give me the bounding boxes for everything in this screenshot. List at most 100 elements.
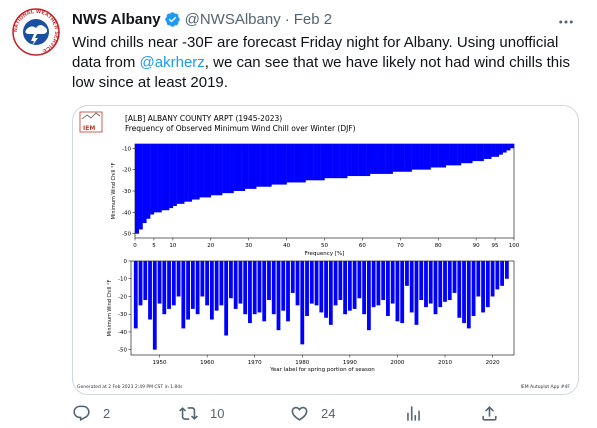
frequency-bar — [169, 144, 174, 209]
yearly-bar — [476, 261, 481, 297]
analytics-button[interactable] — [404, 401, 423, 425]
frequency-bar — [191, 144, 196, 200]
reply-button[interactable]: 2 — [72, 401, 110, 425]
yearly-bar — [371, 261, 376, 308]
yearly-bar — [409, 261, 414, 313]
y-tick-label: -20 — [122, 168, 131, 174]
frequency-bar — [332, 144, 337, 179]
yearly-bar — [438, 261, 443, 308]
y-tick-label: -40 — [122, 210, 131, 216]
iem-logo-text: IEM — [83, 125, 95, 132]
x-tick-label: 2000 — [390, 360, 404, 366]
yearly-bar — [462, 261, 466, 324]
frequency-bar — [430, 144, 435, 168]
yearly-bar — [133, 261, 138, 329]
x-tick-label: 1970 — [248, 360, 262, 366]
yearly-bar — [252, 261, 257, 315]
frequency-bar — [282, 144, 287, 185]
yearly-bar — [243, 261, 248, 315]
like-button[interactable]: 24 — [290, 401, 335, 425]
frequency-bar — [339, 144, 344, 179]
tweet-media[interactable]: IEM [ALB] ALBANY COUNTY ARPT (1945-2023)… — [72, 105, 579, 395]
author-handle[interactable]: @NWSAlbany — [184, 11, 281, 28]
frequency-bar — [180, 144, 185, 204]
share-icon — [482, 405, 497, 421]
analytics-icon — [407, 405, 420, 421]
reply-icon — [73, 405, 90, 421]
more-button[interactable] — [553, 9, 579, 35]
yearly-bar — [343, 261, 348, 315]
iem-logo: IEM — [79, 111, 103, 133]
retweet-icon — [179, 406, 198, 420]
frequency-bar — [146, 144, 151, 219]
avatar[interactable]: NATIONAL WEATHER SERVICE — [12, 8, 60, 56]
mention-link[interactable]: @akrherz — [139, 54, 205, 71]
frequency-bar — [415, 144, 420, 170]
yearly-bar — [148, 261, 152, 320]
yearly-bar — [357, 261, 362, 299]
y-tick-label: -30 — [118, 312, 127, 318]
yearly-bar — [366, 261, 371, 331]
frequency-bar — [320, 144, 325, 181]
frequency-bar — [328, 144, 333, 179]
frequency-bar — [225, 144, 230, 194]
frequency-bar — [142, 144, 147, 224]
yearly-bar — [333, 261, 338, 306]
yearly-bar — [419, 261, 424, 301]
y-tick-label: 0 — [124, 259, 128, 265]
more-icon — [559, 20, 573, 24]
yearly-bar — [152, 261, 157, 350]
frequency-bar — [411, 144, 416, 170]
frequency-bar — [135, 144, 139, 234]
yearly-chart: 1950 1960 1970 1980 1990 2000 2010 2020 0 -10 -20 -… — [107, 259, 515, 373]
frequency-bar — [479, 144, 484, 162]
frequency-bar — [203, 144, 208, 198]
frequency-bar — [305, 144, 310, 181]
frequency-bar — [506, 144, 511, 151]
y-tick-label: -40 — [118, 330, 127, 336]
yearly-bar — [205, 261, 210, 306]
yearly-bar — [157, 261, 162, 304]
frequency-bar — [157, 144, 162, 213]
frequency-bar — [301, 144, 306, 183]
yearly-bar — [424, 261, 428, 308]
frequency-bar — [195, 144, 200, 200]
yearly-bar — [233, 261, 238, 309]
frequency-bar — [449, 144, 454, 166]
yearly-bar — [262, 261, 267, 322]
frequency-bar — [241, 144, 246, 191]
frequency-bar — [396, 144, 401, 172]
yearly-bar — [428, 261, 433, 304]
frequency-bar — [286, 144, 291, 183]
x-tick-label: 1950 — [153, 360, 167, 366]
yearly-bar — [195, 261, 200, 315]
frequency-bar — [279, 144, 284, 185]
frequency-bar — [351, 144, 356, 177]
retweet-button[interactable]: 10 — [179, 401, 224, 425]
frequency-bar — [445, 144, 450, 166]
yearly-bar — [347, 261, 352, 311]
frequency-bar — [373, 144, 378, 174]
x-tick-label: 90 — [473, 243, 480, 249]
frequency-bar — [426, 144, 431, 170]
yearly-bar — [433, 261, 438, 315]
frequency-bar — [453, 144, 458, 166]
yearly-bar — [309, 261, 314, 304]
share-button[interactable] — [480, 401, 499, 425]
yearly-bar — [338, 261, 343, 301]
tweet-text-part-1: Wind chills near -30F are forecast Frida… — [72, 34, 559, 71]
frequency-bar — [369, 144, 374, 174]
frequency-bar — [229, 144, 234, 194]
x-tick-label: 40 — [283, 243, 290, 249]
yearly-bar — [319, 261, 324, 313]
frequency-bar — [377, 144, 382, 174]
frequency-bar — [188, 144, 193, 202]
x-axis-label: Year label for spring portion of season — [269, 367, 375, 373]
y-tick-label: -10 — [122, 146, 131, 152]
tweet-date[interactable]: Feb 2 — [293, 11, 333, 28]
yearly-bar — [386, 261, 390, 316]
like-count: 24 — [321, 405, 336, 421]
frequency-bar — [248, 144, 253, 189]
author-name[interactable]: NWS Albany — [72, 11, 161, 28]
yearly-bar — [443, 261, 447, 302]
